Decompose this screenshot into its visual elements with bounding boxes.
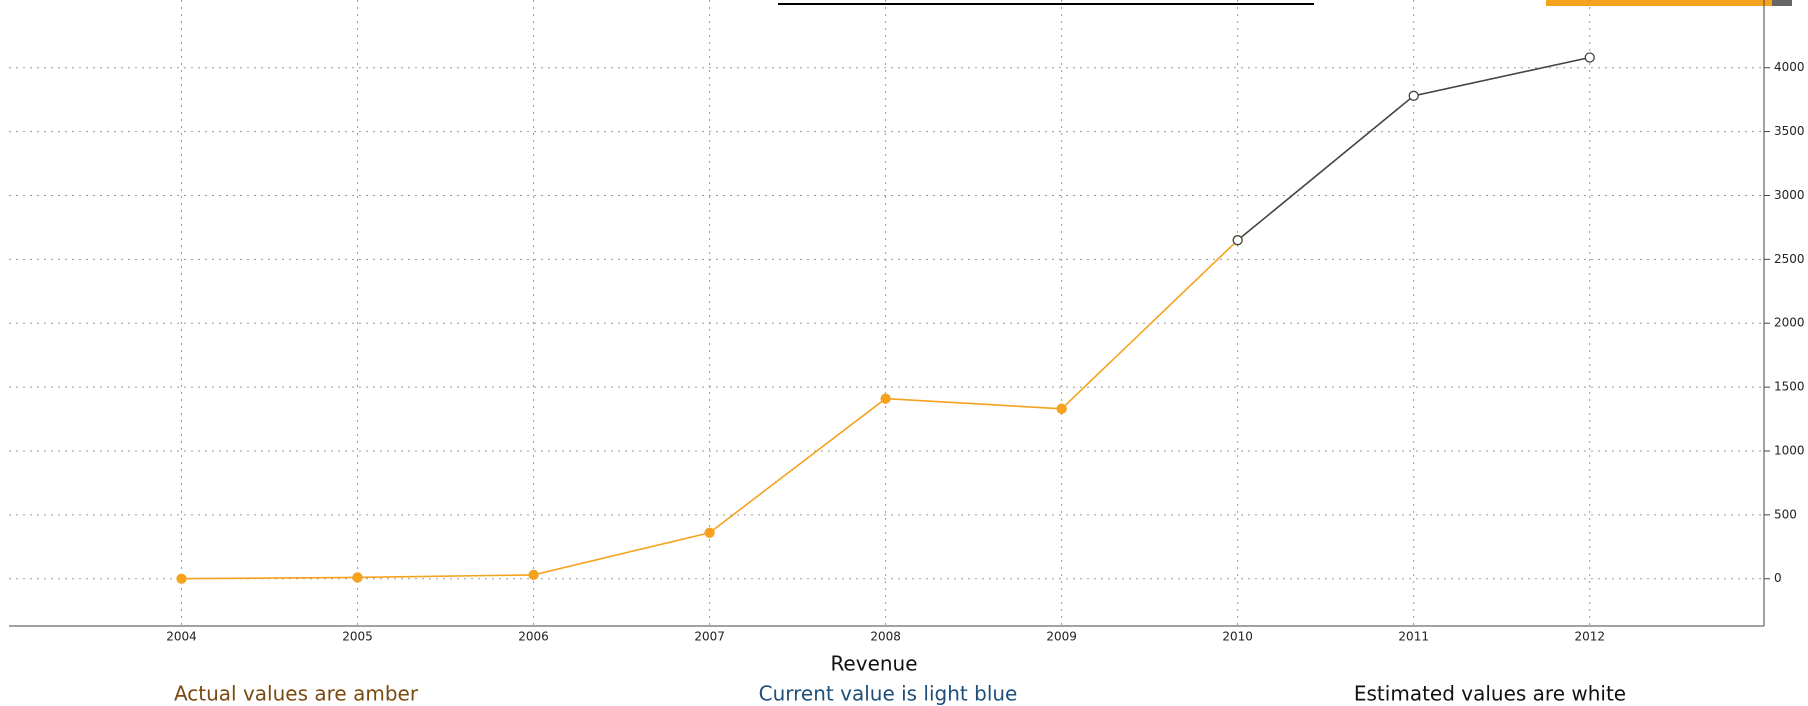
y-tick-label: 3500 (1774, 124, 1805, 138)
data-point (352, 572, 363, 583)
note-actual: Actual values are amber (174, 682, 419, 706)
x-tick-label: 2008 (870, 630, 901, 644)
data-point (704, 527, 715, 538)
data-point (1584, 52, 1595, 63)
x-tick-label: 2009 (1046, 630, 1077, 644)
data-point (1056, 403, 1067, 414)
data-point (176, 573, 187, 584)
y-tick-label: 2000 (1774, 316, 1805, 330)
data-point (528, 569, 539, 581)
x-tick-label: 2007 (694, 630, 725, 644)
y-tick-label: 1500 (1774, 380, 1805, 394)
y-tick-label: 0 (1774, 571, 1782, 585)
data-point (1408, 90, 1419, 101)
x-tick-label: 2011 (1398, 630, 1429, 644)
y-tick-label: 1000 (1774, 443, 1805, 457)
x-axis-label: Revenue (830, 652, 917, 676)
x-tick-label: 2005 (342, 630, 373, 644)
y-tick-label: 500 (1774, 507, 1797, 521)
y-tick-label: 4000 (1774, 60, 1805, 74)
note-estimated: Estimated values are white (1354, 682, 1626, 706)
top-gray-box (1772, 0, 1792, 6)
y-tick-label: 3000 (1774, 188, 1805, 202)
data-point (1232, 235, 1243, 246)
x-tick-label: 2010 (1222, 630, 1253, 644)
top-orange-box (1546, 0, 1772, 6)
x-tick-label: 2012 (1574, 630, 1605, 644)
y-tick-label: 2500 (1774, 252, 1805, 266)
note-current: Current value is light blue (759, 682, 1018, 706)
x-tick-label: 2006 (518, 630, 549, 644)
x-tick-label: 2004 (166, 630, 197, 644)
data-point (880, 393, 891, 404)
